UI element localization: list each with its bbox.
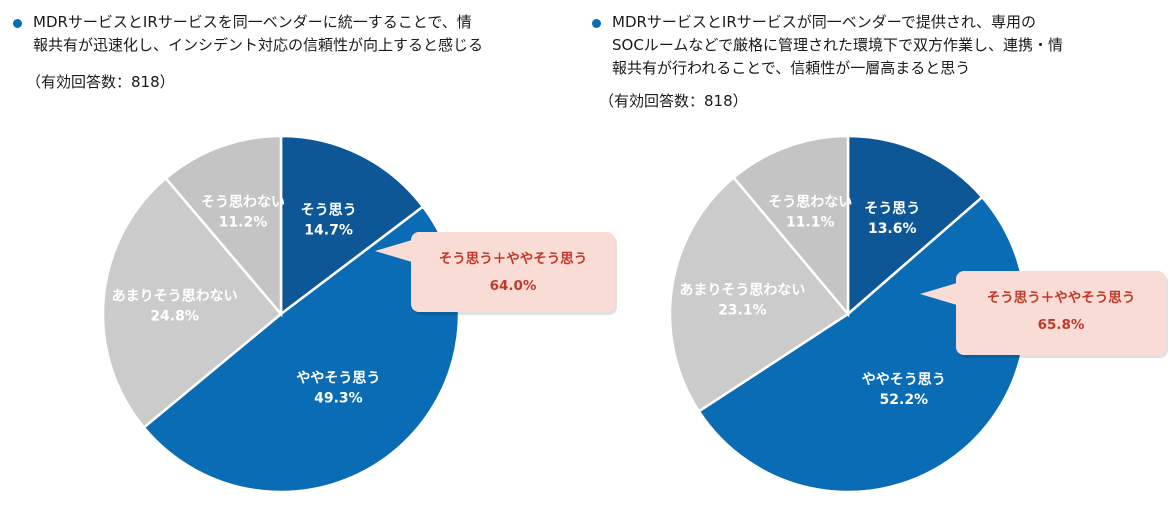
- panel-left: MDRサービスとIRサービスを同一ベンダーに統一することで、情 報共有が迅速化し…: [0, 0, 617, 508]
- slice-value-label: 23.1%: [718, 302, 767, 318]
- slice-value-label: 24.8%: [150, 309, 199, 325]
- question-line-1: MDRサービスとIRサービスが同一ベンダーで提供され、専用の: [612, 13, 1037, 31]
- slice-category-label: そう思わない: [768, 194, 852, 210]
- pie-slice-amari-sou-omowanai: [668, 175, 850, 413]
- slice-category-label: そう思わない: [201, 194, 285, 210]
- pie-slice-amari-sou-omowanai: [101, 176, 283, 430]
- callout-value: 65.8%: [1038, 317, 1085, 333]
- callout-value: 64.0%: [490, 278, 537, 294]
- question-line-2: 報共有が迅速化し、インシデント対応の信頼性が向上すると感じる: [33, 36, 484, 54]
- pie-slice-sou-omou: [846, 134, 985, 317]
- slice-category-label: ややそう思う: [296, 371, 380, 387]
- callout-bubble: そう思う＋ややそう思う 64.0%: [375, 232, 617, 315]
- callout-pointer: [375, 240, 412, 262]
- question-line-3: 報共有が行われることで、信頼性が一層高まると思う: [612, 59, 971, 77]
- question-line-2: SOCルームなどで厳格に管理された環境下で双方作業し、連携・情: [612, 36, 1064, 54]
- question-line-1: MDRサービスとIRサービスを同一ベンダーに統一することで、情: [33, 13, 472, 31]
- slice-category-label: あまりそう思わない: [112, 289, 238, 305]
- pie-slice-sou-omowanai: [731, 134, 850, 318]
- callout-label: そう思う＋ややそう思う: [987, 290, 1136, 306]
- slice-category-label: あまりそう思わない: [679, 282, 805, 298]
- slice-value-label: 13.6%: [868, 221, 917, 237]
- callout-box: [956, 271, 1166, 355]
- pie-slice-sou-omou: [279, 134, 425, 317]
- pie-slice-yaya-sou-omou: [697, 195, 1028, 494]
- pie-chart-right: そう思う 13.6% ややそう思う 52.2% あまりそう思わない 23.1% そう思わない…: [668, 134, 1168, 494]
- respondent-count: （有効回答数：818）: [26, 73, 175, 91]
- slice-value-label: 52.2%: [880, 392, 929, 408]
- slice-value-label: 14.7%: [304, 222, 353, 238]
- slice-category-label: ややそう思う: [862, 372, 946, 388]
- callout-label: そう思う＋ややそう思う: [439, 251, 588, 267]
- bullet-dot: [592, 19, 601, 28]
- callout-pointer: [920, 283, 957, 305]
- panel-right: MDRサービスとIRサービスが同一ベンダーで提供され、専用の SOCルームなどで…: [585, 0, 1171, 508]
- slice-value-label: 49.3%: [314, 391, 363, 407]
- callout-bubble: そう思う＋ややそう思う 65.8%: [920, 271, 1168, 358]
- slice-category-label: そう思う: [864, 201, 920, 217]
- respondent-count: （有効回答数：818）: [599, 92, 748, 110]
- slice-value-label: 11.1%: [786, 214, 835, 230]
- pie-chart-left: そう思う 14.7% ややそう思う 49.3% あまりそう思わない 24.8% そう思わない…: [101, 134, 617, 494]
- slice-category-label: そう思う: [301, 202, 357, 218]
- pie-slice-sou-omowanai: [164, 134, 283, 318]
- callout-box: [411, 232, 615, 312]
- slice-value-label: 11.2%: [219, 214, 268, 230]
- bullet-dot: [13, 19, 22, 28]
